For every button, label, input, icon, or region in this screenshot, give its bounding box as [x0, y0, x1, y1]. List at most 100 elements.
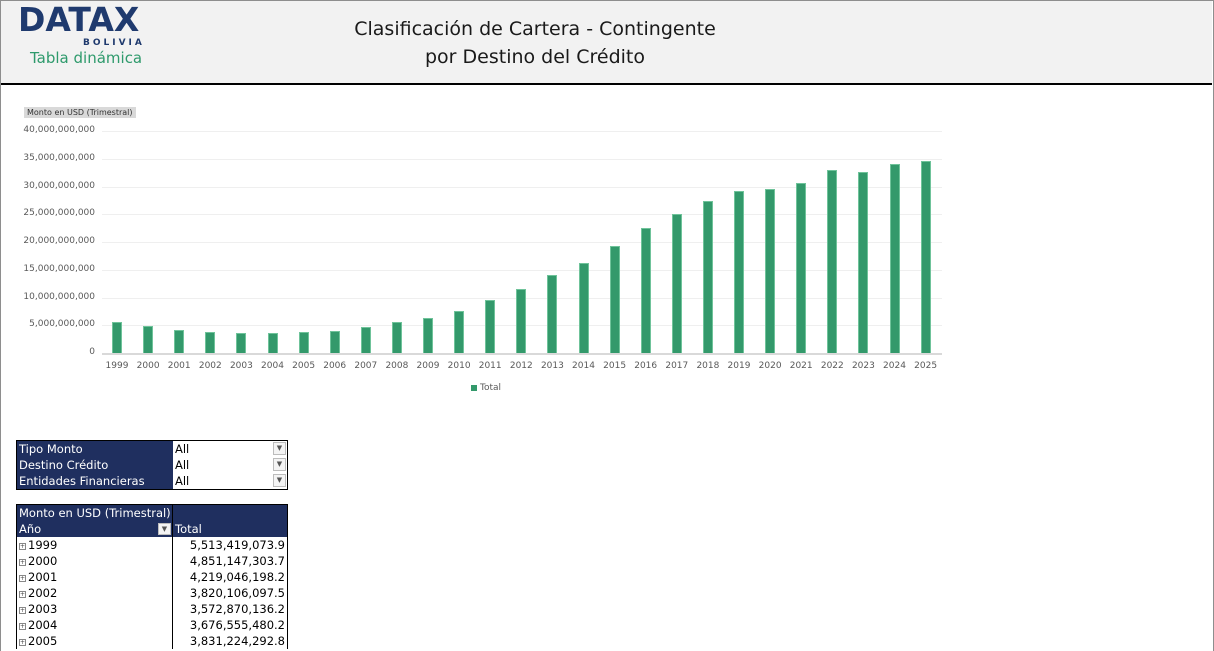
x-axis-tick: 2020	[758, 361, 782, 371]
legend-label: Total	[480, 383, 502, 393]
filter-dropdown-icon[interactable]: ▼	[158, 523, 171, 535]
bar-2000[interactable]	[143, 326, 154, 353]
expand-icon[interactable]: +	[19, 559, 26, 566]
bar-2015[interactable]	[609, 245, 620, 353]
x-axis-tick: 2002	[198, 361, 222, 371]
x-axis-tick: 2011	[478, 361, 502, 371]
total-cell: 3,831,224,292.8	[189, 634, 285, 648]
expand-icon[interactable]: +	[19, 591, 26, 598]
x-axis-tick: 2013	[540, 361, 564, 371]
x-axis-tick: 2003	[229, 361, 253, 371]
logo-tagline: Tabla dinámica	[30, 49, 143, 67]
bar-2023[interactable]	[858, 172, 869, 353]
filter-row-destino-credito: Destino Crédito All ▼	[17, 457, 287, 473]
x-axis-tick: 2019	[727, 361, 751, 371]
bar-2022[interactable]	[827, 170, 838, 353]
year-cell[interactable]: +2000	[17, 553, 173, 569]
bar-2006[interactable]	[329, 330, 340, 353]
filter-value[interactable]: All ▼	[173, 441, 287, 457]
header: DATAX BOLIVIA Tabla dinámica Clasificaci…	[1, 1, 1212, 85]
year-cell[interactable]: +2003	[17, 601, 173, 617]
legend-swatch-icon	[471, 385, 477, 391]
bar-2007[interactable]	[360, 327, 371, 353]
y-axis-tick: 20,000,000,000	[23, 236, 95, 246]
year-cell[interactable]: +1999	[17, 537, 173, 553]
filter-value-text: All	[175, 442, 190, 456]
x-axis-tick: 1999	[105, 361, 129, 371]
bar-2020[interactable]	[765, 188, 776, 353]
bar-2011[interactable]	[485, 299, 496, 353]
x-axis-tick: 2015	[603, 361, 627, 371]
total-cell: 5,513,419,073.9	[189, 538, 285, 552]
dropdown-arrow-icon[interactable]: ▼	[273, 458, 286, 471]
filter-value[interactable]: All ▼	[173, 473, 287, 489]
filter-value[interactable]: All ▼	[173, 457, 287, 473]
x-axis-tick: 2001	[167, 361, 191, 371]
filter-row-tipo-monto: Tipo Monto All ▼	[17, 441, 287, 457]
year-cell[interactable]: +2002	[17, 585, 173, 601]
bar-2014[interactable]	[578, 262, 589, 353]
total-cell: 4,219,046,198.2	[189, 570, 285, 584]
bar-2016[interactable]	[640, 227, 651, 353]
bar-2001[interactable]	[174, 329, 185, 353]
x-axis-tick: 2014	[572, 361, 595, 371]
chart-field-button[interactable]: Monto en USD (Trimestral)	[24, 107, 136, 118]
y-axis-tick: 30,000,000,000	[23, 180, 95, 191]
year-label: 1999	[28, 538, 58, 552]
x-axis-tick: 2016	[634, 361, 658, 371]
bar-2005[interactable]	[298, 331, 309, 353]
filter-value-text: All	[175, 474, 190, 488]
x-axis-tick: 2022	[820, 361, 844, 371]
expand-icon[interactable]: +	[19, 543, 26, 550]
logo-subtext: BOLIVIA	[83, 38, 145, 48]
bar-2008[interactable]	[391, 321, 402, 353]
bar-chart[interactable]: 0 5,000,000,000 10,000,000,000 15,000,000,0…	[0, 120, 960, 410]
year-cell[interactable]: +2004	[17, 617, 173, 633]
logo-text: DATAX	[18, 0, 140, 39]
expand-icon[interactable]: +	[19, 575, 26, 582]
total-cell: 4,851,147,303.7	[189, 554, 285, 568]
total-cell: 3,820,106,097.5	[189, 586, 285, 600]
bar-2003[interactable]	[236, 333, 247, 353]
bar-1999[interactable]	[112, 322, 122, 353]
title-line-2: por Destino del Crédito	[424, 46, 646, 68]
bar-2012[interactable]	[516, 288, 527, 353]
year-cell[interactable]: +2001	[17, 569, 173, 585]
x-axis-line	[102, 353, 942, 355]
bar-2017[interactable]	[671, 214, 682, 353]
year-label: 2005	[28, 634, 58, 648]
x-axis-tick: 2004	[261, 361, 284, 371]
filter-label: Entidades Financieras	[17, 473, 173, 489]
bar-2013[interactable]	[547, 274, 558, 353]
row-label-header: Año ▼	[17, 521, 173, 537]
y-axis-tick: 10,000,000,000	[23, 291, 95, 302]
filter-value-text: All	[175, 458, 190, 472]
bar-2025[interactable]	[920, 160, 931, 353]
pivot-filters: Tipo Monto All ▼ Destino Crédito All ▼ Ent…	[16, 440, 288, 490]
expand-icon[interactable]: +	[19, 639, 26, 646]
bar-2009[interactable]	[423, 318, 433, 353]
bar-2010[interactable]	[454, 310, 465, 353]
year-cell[interactable]: +2005	[17, 633, 173, 649]
expand-icon[interactable]: +	[19, 607, 26, 614]
bar-2024[interactable]	[889, 163, 900, 353]
title-line-1: Clasificación de Cartera - Contingente	[354, 18, 716, 40]
x-axis-tick: 2005	[292, 361, 316, 371]
bar-2021[interactable]	[796, 183, 807, 353]
bar-2018[interactable]	[702, 200, 713, 353]
x-axis-tick: 2007	[354, 361, 378, 371]
total-cell: 3,676,555,480.2	[189, 618, 285, 632]
table-row: +2001 4,219,046,198.2	[17, 569, 287, 585]
expand-icon[interactable]: +	[19, 623, 26, 630]
bar-2002[interactable]	[205, 331, 216, 353]
dropdown-arrow-icon[interactable]: ▼	[273, 442, 286, 455]
gridline	[102, 131, 942, 132]
dropdown-arrow-icon[interactable]: ▼	[273, 474, 286, 487]
gridline	[102, 214, 942, 216]
bar-2019[interactable]	[734, 191, 744, 353]
table-row: +1999 5,513,419,073.9	[17, 537, 287, 553]
table-row: +2002 3,820,106,097.5	[17, 585, 287, 601]
x-axis-tick: 2012	[509, 361, 533, 371]
bar-2004[interactable]	[267, 332, 278, 353]
x-axis-tick: 2009	[416, 361, 440, 371]
